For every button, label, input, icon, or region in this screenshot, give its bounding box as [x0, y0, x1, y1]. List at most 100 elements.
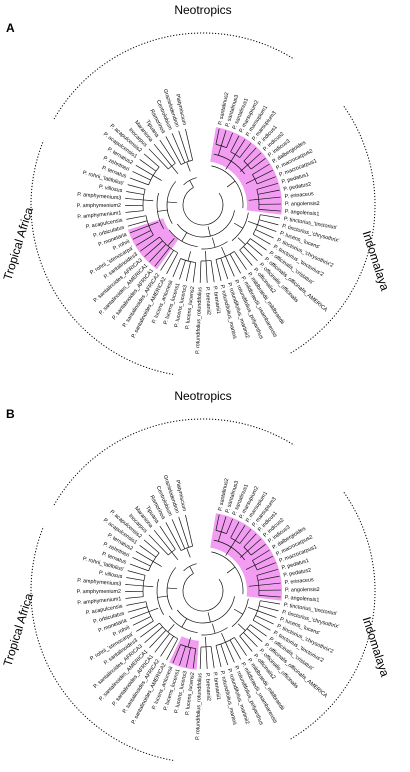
leaf-label: P. erinaceus	[284, 577, 314, 586]
leaf-branch	[149, 630, 167, 648]
clade-stem	[157, 209, 168, 212]
leaf-branch	[127, 570, 146, 576]
panel-a: A Neotropics Tropical Africa Indomalaya …	[0, 3, 393, 375]
leaf-branch	[250, 158, 266, 170]
leaf-branch	[148, 148, 169, 170]
root-arc	[182, 573, 224, 612]
clade-node-arc	[252, 560, 258, 571]
leaf-branch	[192, 648, 197, 669]
clade-stem	[167, 587, 178, 590]
leaf-branch	[185, 261, 191, 282]
leaf-branch	[178, 516, 190, 548]
leaf-label: P. brenanii1	[211, 672, 221, 701]
leaf-branch	[129, 177, 149, 186]
clade-stem	[187, 251, 191, 262]
leaf-label: P. amphymenium2	[77, 589, 121, 595]
leaf-branch	[260, 600, 280, 605]
leaf-branch	[159, 525, 176, 550]
clade-stem	[148, 221, 159, 227]
clade-node-arc	[239, 624, 251, 637]
leaf-branch	[179, 260, 186, 280]
clade-stem	[148, 607, 159, 613]
leaf-label: P. angolensis1	[284, 595, 319, 604]
leaf-branch	[246, 628, 263, 642]
leaf-branch	[250, 544, 266, 556]
leaf-branch	[247, 152, 262, 166]
clade-stem	[248, 607, 258, 612]
region-arc-neotropics	[53, 418, 295, 506]
leaf-branch	[230, 521, 240, 538]
clade-stem	[152, 561, 162, 567]
region-label-right: Indomalaya	[360, 229, 393, 293]
clade-stem	[221, 246, 226, 257]
leaf-label: P. pedatus2	[283, 181, 312, 192]
leaf-branch	[247, 538, 262, 552]
region-arc-tropical-africa	[30, 140, 174, 375]
leaf-branch	[256, 176, 276, 185]
clade-node-arc	[243, 160, 252, 170]
clade-stem	[226, 180, 236, 188]
leaf-branch	[160, 636, 174, 657]
clade-stem	[225, 547, 232, 556]
clade-node-arc	[176, 210, 235, 238]
leaf-branch	[171, 519, 186, 549]
leaf-branch	[235, 139, 246, 155]
clade-stem	[181, 618, 188, 628]
region-label-top: Neotropics	[174, 389, 231, 403]
clade-node-arc	[239, 238, 251, 251]
clade-stem	[205, 636, 207, 647]
leaf-branch	[171, 133, 186, 163]
leaf-branch	[234, 637, 247, 656]
leaf-branch	[136, 620, 154, 632]
leaf-branch	[125, 584, 144, 587]
clade-stem	[239, 550, 248, 558]
clade-stem	[186, 547, 191, 558]
leaf-label: P. rotundifolius_rotundifolius	[195, 287, 203, 355]
leaf-branch	[252, 233, 271, 245]
leaf-branch	[257, 189, 280, 195]
clade-stem	[237, 623, 246, 631]
leaf-branch	[260, 214, 280, 219]
leaf-label: P. lucens_lucens2	[185, 286, 196, 329]
leaf-label: P. angolensis2	[285, 201, 320, 207]
leaf-branch	[250, 624, 267, 637]
clade-stem	[212, 623, 216, 634]
leaf-branch	[239, 143, 252, 158]
leaf-branch	[160, 250, 174, 271]
clade-node-arc	[215, 144, 227, 148]
leaf-branch	[126, 577, 144, 581]
clade-node-arc	[215, 637, 235, 646]
leaf-branch	[135, 550, 154, 562]
panel-b: B Neotropics Tropical Africa Indomalaya …	[0, 386, 410, 772]
leaf-branch	[226, 518, 233, 534]
leaf-branch	[127, 606, 148, 613]
region-arc-neotropics	[53, 32, 295, 120]
leaf-label: P. amphymenium2	[77, 203, 121, 209]
leaf-branch	[258, 219, 279, 226]
clade-stem	[143, 199, 154, 202]
leaf-branch	[225, 642, 235, 663]
clade-stem	[187, 637, 191, 648]
leaf-branch	[130, 611, 149, 620]
leaf-label: P. villosus	[98, 570, 123, 580]
leaf-branch	[178, 130, 190, 162]
clade-stem	[245, 564, 256, 570]
panel-a-tree: A Neotropics Tropical Africa Indomalaya …	[0, 3, 393, 375]
clade-highlight	[128, 218, 179, 270]
leaf-branch	[246, 242, 263, 256]
clade-stem	[221, 632, 226, 643]
leaf-branch	[139, 545, 157, 558]
leaf-branch	[153, 143, 172, 167]
clade-node-arc	[252, 600, 261, 621]
leaf-branch	[257, 575, 280, 581]
clade-node-arc	[215, 530, 227, 534]
leaf-branch	[254, 555, 273, 566]
panel-label: A	[6, 21, 15, 35]
leaf-branch	[166, 638, 179, 661]
leaf-label: P. lucens_lucens2	[185, 672, 196, 715]
leaf-branch	[149, 244, 167, 262]
clade-stem	[248, 584, 259, 587]
clade-stem	[226, 566, 236, 574]
clade-stem	[167, 238, 175, 247]
